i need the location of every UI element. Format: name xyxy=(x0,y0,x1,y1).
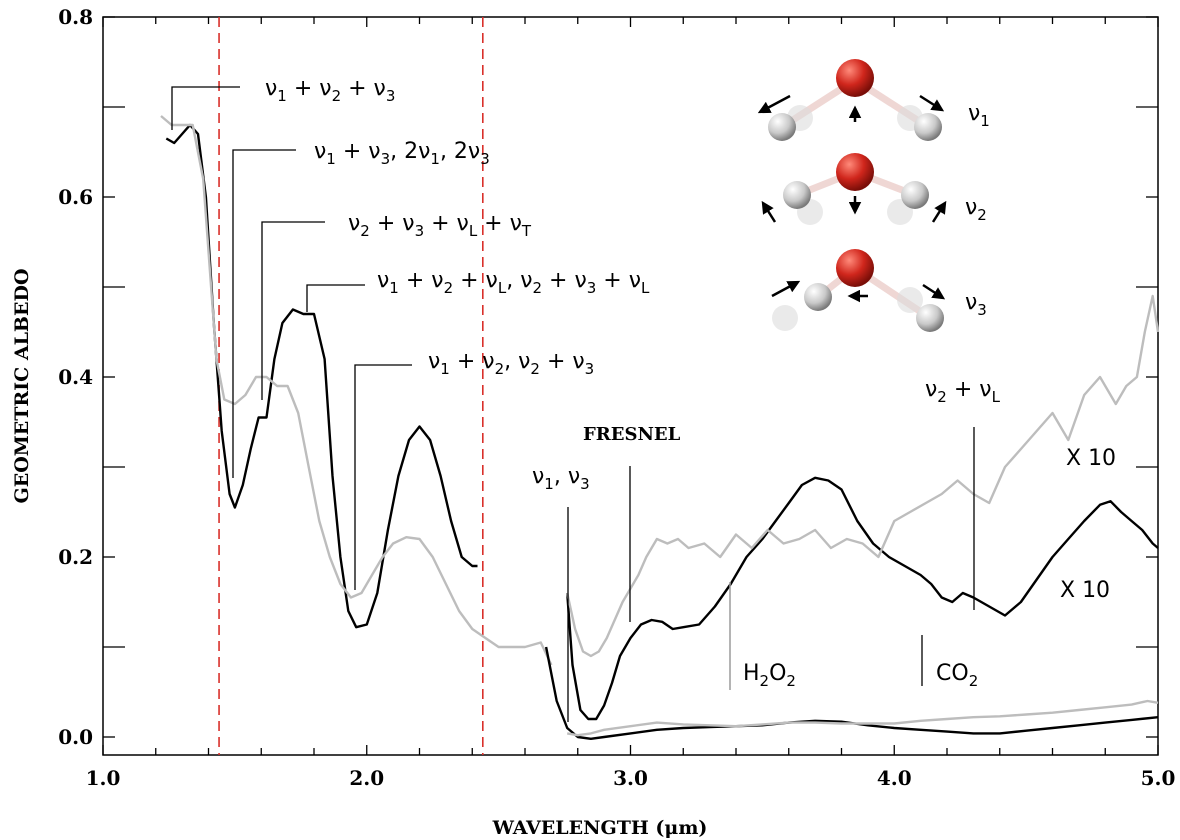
y-axis-label: GEOMETRIC ALBEDO xyxy=(11,269,33,504)
leader-a1 xyxy=(171,86,240,130)
series-line-gray-low xyxy=(566,699,1159,737)
plot-frame xyxy=(102,16,1159,756)
y-tick-label: 0.6 xyxy=(58,185,93,209)
leader-a3 xyxy=(261,221,325,400)
x-tick-label: 3.0 xyxy=(613,766,648,790)
annotation-fresnel: FRESNEL xyxy=(583,424,681,445)
x-tick-label: 2.0 xyxy=(349,766,384,790)
leader-a4 xyxy=(306,284,365,312)
y-tick-label: 0.4 xyxy=(58,365,93,389)
annotation-nu1-nu2-nu2-nu3: ν1 + ν2, ν2 + ν3 xyxy=(428,349,594,378)
series-line-black-x10 xyxy=(566,476,1159,721)
series-line-black-main xyxy=(165,123,478,629)
molecule-mode-3: ν3 xyxy=(771,249,987,332)
y-tick-label: 0.0 xyxy=(58,725,93,749)
x-tick-label: 1.0 xyxy=(86,766,121,790)
series-line-gray-x10 xyxy=(566,294,1160,658)
annotation-leaders xyxy=(171,86,975,722)
series-line-gray-main xyxy=(160,115,553,666)
axis-ticks xyxy=(102,16,1159,755)
series-line-black-low xyxy=(544,646,1159,740)
molecule-mode-2: ν2 xyxy=(761,153,987,225)
y-tick-label: 0.8 xyxy=(58,5,93,29)
mode-label-nu1: ν1 xyxy=(968,101,990,130)
annotation-nu1-nu3-2nu1-2nu3: ν1 + ν3, 2ν1, 2ν3 xyxy=(314,139,490,168)
x-tick-label: 4.0 xyxy=(877,766,912,790)
y-tick-label: 0.2 xyxy=(58,545,93,569)
leader-a2 xyxy=(232,149,296,478)
reference-lines xyxy=(218,17,484,755)
annotation-nu2-nu3-nuL-nuT: ν2 + ν3 + νL + νT xyxy=(348,211,532,240)
annotation-h2o2: H2O2 xyxy=(743,661,796,690)
x-axis-label: WAVELENGTH (μm) xyxy=(492,817,708,839)
tick-labels: 1.0 2.0 3.0 4.0 5.0 0.0 0.2 0.4 0.6 0.8 xyxy=(58,5,1175,790)
annotation-combination-bands: ν1 + ν2 + νL, ν2 + ν3 + νL xyxy=(377,268,650,297)
x-tick-label: 5.0 xyxy=(1141,766,1176,790)
annotation-nu2-nuL: ν2 + νL xyxy=(925,377,1001,406)
annotation-x10-gray: X 10 xyxy=(1066,446,1116,471)
mode-label-nu2: ν2 xyxy=(965,195,987,224)
annotation-nu1-nu3: ν1, ν3 xyxy=(532,464,590,493)
annotation-nu1-nu2-nu3: ν1 + ν2 + ν3 xyxy=(265,76,395,105)
series-group xyxy=(160,115,1160,740)
annotation-co2: CO2 xyxy=(936,661,978,690)
mode-label-nu3: ν3 xyxy=(965,290,987,319)
molecule-mode-1: ν1 xyxy=(757,59,990,141)
annotation-x10-black: X 10 xyxy=(1060,578,1110,603)
leader-a5 xyxy=(354,364,412,590)
